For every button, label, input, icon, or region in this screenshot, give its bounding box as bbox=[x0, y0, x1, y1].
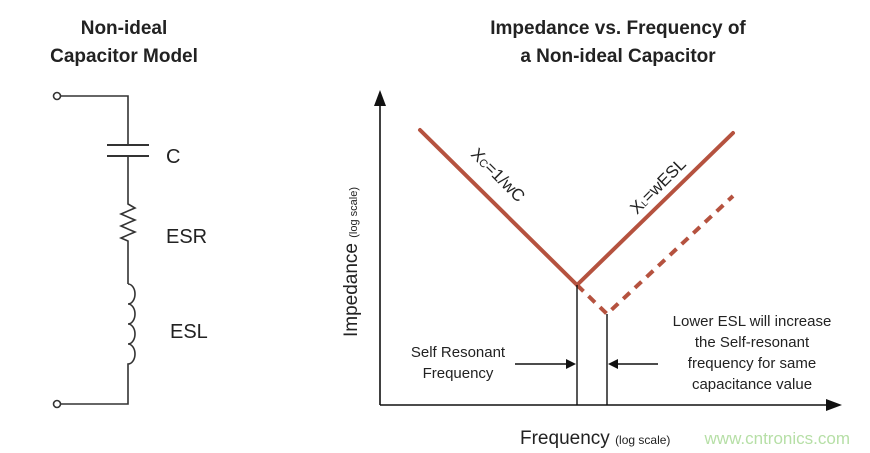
note-line-2: the Self-resonant bbox=[695, 334, 810, 351]
wire-top bbox=[60, 95, 129, 145]
bottom-terminal bbox=[52, 399, 62, 409]
left-title-2: Capacitor Model bbox=[50, 46, 198, 67]
svg-text:Impedance (log scale): Impedance (log scale) bbox=[341, 187, 362, 337]
note-line-1: Lower ESL will increase bbox=[673, 313, 832, 330]
circuit-schematic bbox=[52, 91, 149, 409]
x-axis-note: (log scale) bbox=[615, 433, 670, 447]
resistor-symbol bbox=[118, 156, 138, 284]
srf-label-2: Frequency bbox=[423, 365, 494, 382]
top-terminal bbox=[52, 91, 62, 101]
y-axis-label: Impedance (log scale) bbox=[341, 187, 362, 337]
left-title-1: Non-ideal bbox=[81, 18, 168, 39]
impedance-curve bbox=[418, 128, 735, 288]
label-esl: ESL bbox=[170, 321, 208, 343]
note-arrowhead bbox=[608, 359, 618, 369]
note-line-3: frequency for same bbox=[688, 355, 816, 372]
right-title-1: Impedance vs. Frequency of bbox=[490, 18, 746, 39]
lower-esl-impedance-curve bbox=[575, 194, 735, 317]
srf-arrowhead bbox=[566, 359, 576, 369]
srf-label-1: Self Resonant bbox=[411, 344, 506, 361]
label-esr: ESR bbox=[166, 226, 207, 248]
inductor-symbol bbox=[60, 283, 136, 405]
right-title-2: a Non-ideal Capacitor bbox=[520, 46, 716, 67]
note-line-4: capacitance value bbox=[692, 376, 812, 393]
y-axis-title: Impedance bbox=[341, 243, 362, 337]
y-axis-note: (log scale) bbox=[348, 187, 360, 238]
xc-label: XC=1/wC bbox=[467, 144, 528, 205]
x-axis-label: Frequency (log scale) bbox=[520, 428, 670, 449]
y-axis-arrow bbox=[374, 90, 386, 106]
x-axis-arrow bbox=[826, 399, 842, 411]
svg-text:XC=1/wC: XC=1/wC bbox=[467, 144, 528, 205]
label-c: C bbox=[166, 146, 180, 168]
watermark: www.cntronics.com bbox=[704, 429, 850, 448]
x-axis-title: Frequency bbox=[520, 428, 610, 449]
